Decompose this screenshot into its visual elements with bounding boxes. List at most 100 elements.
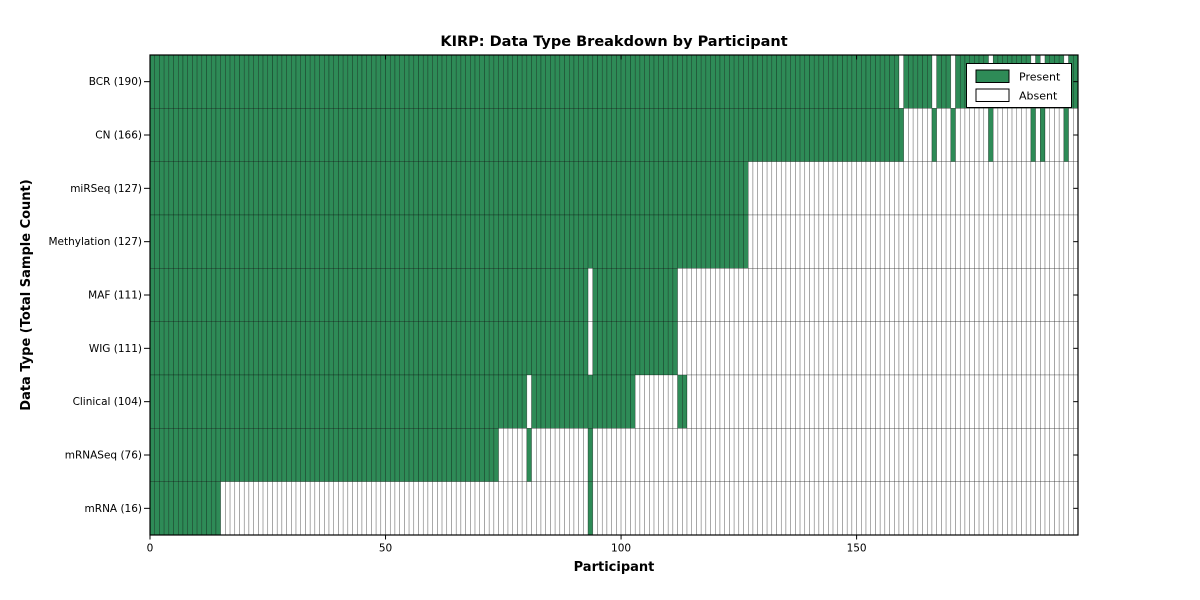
row-Clinical	[149, 374, 1079, 429]
cell-absent	[950, 481, 956, 536]
cell-present	[733, 54, 740, 109]
cell-present	[785, 108, 791, 162]
cell-present	[545, 54, 551, 109]
cell-absent	[799, 428, 806, 482]
cell-present	[187, 428, 193, 482]
cell-absent	[493, 481, 499, 536]
cell-present	[644, 321, 650, 376]
cell-present	[559, 268, 565, 322]
cell-absent	[842, 321, 848, 376]
cell-present	[404, 54, 410, 109]
cell-present	[258, 214, 264, 269]
cell-absent	[738, 374, 744, 429]
cell-present	[479, 108, 485, 162]
cell-present	[903, 54, 909, 109]
cell-present	[474, 428, 481, 482]
cell-present	[771, 54, 777, 109]
cell-absent	[955, 428, 961, 482]
cell-present	[342, 214, 349, 269]
cell-present	[281, 214, 287, 269]
cell-present	[564, 161, 570, 216]
cell-absent	[912, 481, 919, 536]
cell-present	[536, 54, 542, 109]
cell-present	[616, 214, 622, 269]
cell-present	[305, 54, 311, 109]
cell-present	[658, 161, 664, 216]
cell-present	[884, 108, 890, 162]
cell-present	[625, 108, 631, 162]
cell-absent	[1035, 481, 1041, 536]
cell-present	[389, 54, 396, 109]
cell-present	[192, 161, 198, 216]
cell-absent	[776, 321, 782, 376]
cell-absent	[686, 321, 692, 376]
cell-present	[333, 374, 339, 429]
cell-present	[573, 268, 579, 322]
cell-present	[225, 108, 231, 162]
cell-absent	[828, 374, 834, 429]
cell-absent	[569, 428, 575, 482]
cell-absent	[983, 108, 989, 162]
cell-present	[583, 268, 589, 322]
cell-absent	[766, 481, 773, 536]
cell-absent	[969, 268, 975, 322]
cell-present	[210, 214, 217, 269]
cell-present	[427, 321, 433, 376]
cell-absent	[936, 321, 942, 376]
cell-absent	[861, 214, 867, 269]
cell-absent	[922, 481, 928, 536]
cell-present	[380, 214, 386, 269]
cell-present	[182, 214, 188, 269]
cell-absent	[1035, 214, 1041, 269]
cell-present	[597, 108, 603, 162]
cell-present	[936, 54, 942, 109]
cell-absent	[503, 428, 509, 482]
cell-absent	[1030, 428, 1036, 482]
cell-absent	[1025, 428, 1032, 482]
cell-absent	[978, 161, 985, 216]
cell-present	[663, 321, 669, 376]
cell-present	[536, 268, 542, 322]
legend-label: Absent	[1019, 90, 1058, 103]
cell-present	[795, 54, 801, 109]
cell-absent	[992, 481, 999, 536]
cell-absent	[1035, 374, 1041, 429]
cell-present	[620, 374, 627, 429]
cell-absent	[964, 374, 970, 429]
cell-absent	[719, 321, 725, 376]
cell-present	[503, 374, 509, 429]
cell-absent	[983, 374, 989, 429]
cell-absent	[1021, 161, 1027, 216]
cell-absent	[964, 321, 970, 376]
cell-absent	[371, 481, 377, 536]
cell-absent	[1025, 481, 1032, 536]
cell-present	[465, 268, 471, 322]
cell-absent	[992, 428, 999, 482]
cell-present	[762, 108, 768, 162]
cell-present	[220, 321, 226, 376]
cell-absent	[1054, 481, 1060, 536]
cell-absent	[856, 428, 862, 482]
cell-present	[653, 214, 660, 269]
cell-absent	[1058, 161, 1065, 216]
cell-present	[418, 321, 424, 376]
cell-absent	[437, 481, 443, 536]
cell-present	[281, 321, 287, 376]
cell-present	[427, 268, 433, 322]
cell-present	[215, 214, 221, 269]
cell-absent	[974, 268, 980, 322]
cell-present	[493, 161, 499, 216]
cell-absent	[733, 321, 740, 376]
cell-absent	[1044, 374, 1050, 429]
cell-present	[418, 214, 424, 269]
cell-present	[550, 161, 556, 216]
cell-absent	[936, 161, 942, 216]
cell-absent	[964, 108, 970, 162]
cell-absent	[757, 428, 763, 482]
cell-absent	[1040, 161, 1046, 216]
cell-absent	[917, 374, 923, 429]
cell-absent	[719, 268, 725, 322]
cell-present	[465, 374, 471, 429]
cell-absent	[1049, 374, 1055, 429]
cell-absent	[1068, 268, 1074, 322]
